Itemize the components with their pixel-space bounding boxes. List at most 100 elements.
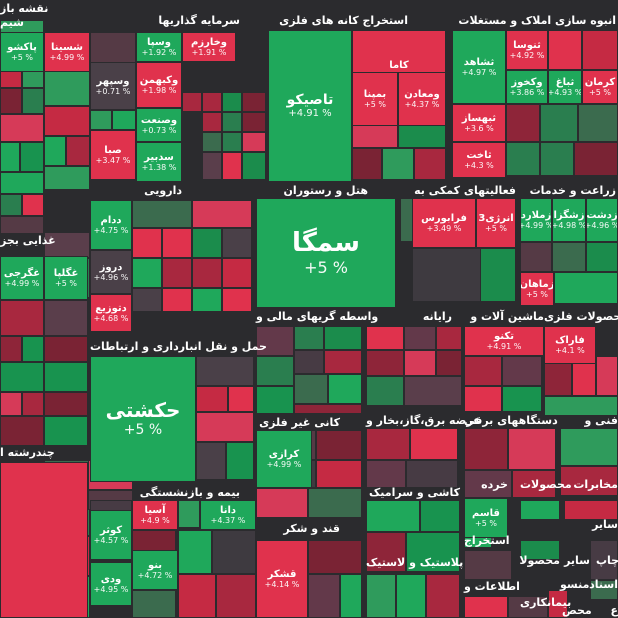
treemap-tile[interactable] (44, 416, 88, 446)
treemap-tile[interactable] (404, 350, 436, 376)
treemap-tile[interactable] (324, 350, 362, 374)
treemap-tile[interactable] (178, 500, 200, 528)
stock-tile[interactable]: حکشتی +5 % (90, 356, 196, 482)
treemap-tile[interactable] (324, 326, 362, 350)
treemap-tile[interactable] (574, 142, 618, 176)
treemap-tile[interactable] (552, 242, 586, 272)
treemap-tile[interactable] (0, 172, 44, 194)
treemap-tile[interactable] (294, 326, 324, 350)
treemap-tile[interactable] (308, 488, 362, 518)
treemap-tile[interactable] (202, 132, 222, 152)
treemap-tile[interactable] (308, 540, 362, 574)
treemap-tile[interactable] (112, 110, 136, 130)
treemap-tile[interactable] (540, 104, 578, 142)
treemap-tile[interactable] (192, 288, 222, 312)
treemap-tile[interactable] (132, 258, 162, 288)
stock-tile[interactable]: وکبهمن +1.98 % (136, 62, 182, 108)
treemap-tile[interactable] (340, 574, 362, 618)
treemap-tile[interactable] (22, 336, 44, 362)
stock-tile[interactable]: غگلپا +5 % (44, 256, 88, 300)
treemap-tile[interactable] (178, 574, 216, 618)
treemap-tile[interactable] (520, 540, 560, 560)
stock-tile[interactable]: وصنعت +0.73 % (136, 108, 182, 142)
stock-tile[interactable]: زماهان +5 % (520, 272, 554, 306)
treemap-tile[interactable] (540, 142, 574, 176)
treemap-tile[interactable] (366, 532, 406, 572)
stock-tile[interactable]: دتوزیع +4.68 % (90, 294, 132, 332)
stock-tile[interactable]: وخارزم +1.91 % (182, 32, 236, 62)
treemap-tile[interactable] (366, 326, 404, 350)
treemap-tile[interactable] (196, 412, 254, 442)
treemap-tile[interactable] (192, 228, 222, 258)
treemap-tile[interactable] (202, 112, 222, 132)
treemap-tile[interactable] (294, 350, 324, 374)
stock-tile[interactable]: ثبهساز +3.6 % (452, 104, 506, 142)
treemap-tile[interactable] (162, 228, 192, 258)
treemap-tile[interactable] (426, 574, 460, 618)
treemap-tile[interactable] (256, 386, 294, 414)
treemap-tile[interactable] (178, 530, 212, 574)
treemap-tile[interactable] (396, 574, 426, 618)
treemap-tile[interactable] (242, 92, 266, 112)
treemap-tile[interactable] (44, 232, 90, 258)
treemap-tile[interactable] (366, 350, 404, 376)
treemap-tile[interactable] (132, 590, 176, 618)
stock-tile[interactable]: زدشت+4.96 % (586, 198, 618, 242)
stock-tile[interactable]: پاکشو +5 % (0, 32, 44, 72)
stock-tile[interactable]: ثاخت +4.3 % (452, 142, 506, 178)
treemap-tile[interactable] (222, 228, 252, 258)
stock-tile[interactable]: تاصیکو +4.91 % (268, 30, 352, 182)
treemap-tile[interactable] (196, 442, 226, 480)
treemap-tile[interactable] (578, 104, 618, 142)
treemap-tile[interactable] (222, 112, 242, 132)
treemap-tile[interactable] (548, 30, 582, 70)
treemap-tile[interactable] (464, 470, 512, 498)
treemap-tile[interactable] (222, 132, 242, 152)
stock-tile[interactable]: زشگزا +4.98 % (552, 198, 586, 242)
stock-tile[interactable]: کوثر +4.57 % (90, 510, 132, 560)
stock-tile[interactable]: وسپهر +0.71 % (90, 62, 136, 110)
treemap-tile[interactable] (162, 258, 192, 288)
treemap-tile[interactable] (162, 288, 192, 312)
stock-tile[interactable]: فاراک +4.1 % (544, 326, 596, 364)
treemap-tile[interactable] (202, 152, 222, 180)
treemap-tile[interactable] (412, 248, 482, 302)
treemap-tile[interactable] (202, 92, 222, 112)
stock-tile[interactable]: ثنوسا +4.92 % (506, 30, 548, 70)
treemap-tile[interactable] (256, 326, 294, 356)
treemap-tile[interactable] (520, 242, 552, 272)
treemap-tile[interactable] (192, 258, 222, 288)
stock-tile[interactable]: ثشاهد +4.97 % (452, 30, 506, 104)
treemap-tile[interactable] (366, 376, 404, 406)
treemap-tile[interactable] (436, 326, 462, 350)
treemap-tile[interactable] (0, 300, 44, 336)
treemap-tile[interactable] (544, 396, 618, 416)
treemap-tile[interactable] (192, 200, 252, 228)
treemap-tile[interactable] (308, 574, 340, 618)
treemap-tile[interactable] (404, 376, 462, 406)
treemap-tile[interactable] (22, 88, 44, 114)
stock-tile[interactable]: وکخوز +3.86 % (506, 70, 548, 104)
stock-tile[interactable]: کرمان +5 % (582, 70, 618, 104)
stock-tile[interactable]: بمپنا +5 % (352, 72, 398, 126)
treemap-tile[interactable] (0, 194, 22, 216)
stock-tile[interactable]: دروز +4.96 % (90, 250, 132, 294)
treemap-tile[interactable] (66, 136, 90, 166)
treemap-tile[interactable] (44, 70, 90, 106)
treemap-tile[interactable] (464, 386, 502, 412)
treemap-tile[interactable] (328, 374, 362, 404)
treemap-tile[interactable] (0, 216, 44, 234)
treemap-tile[interactable] (464, 428, 508, 470)
treemap-tile[interactable] (464, 356, 502, 386)
treemap-tile[interactable] (586, 242, 618, 272)
stock-tile[interactable]: سمگا +5 % (256, 198, 396, 308)
treemap-tile[interactable] (502, 356, 542, 386)
treemap-tile[interactable] (520, 500, 560, 520)
treemap-tile[interactable] (44, 300, 88, 336)
treemap-tile[interactable] (226, 442, 254, 480)
stock-tile[interactable]: بنو +4.72 % (132, 550, 178, 590)
stock-tile[interactable]: سدبیر +1.38 % (136, 142, 182, 182)
treemap-tile[interactable] (222, 288, 252, 312)
treemap-tile[interactable] (0, 362, 44, 392)
treemap-tile[interactable] (196, 386, 228, 412)
